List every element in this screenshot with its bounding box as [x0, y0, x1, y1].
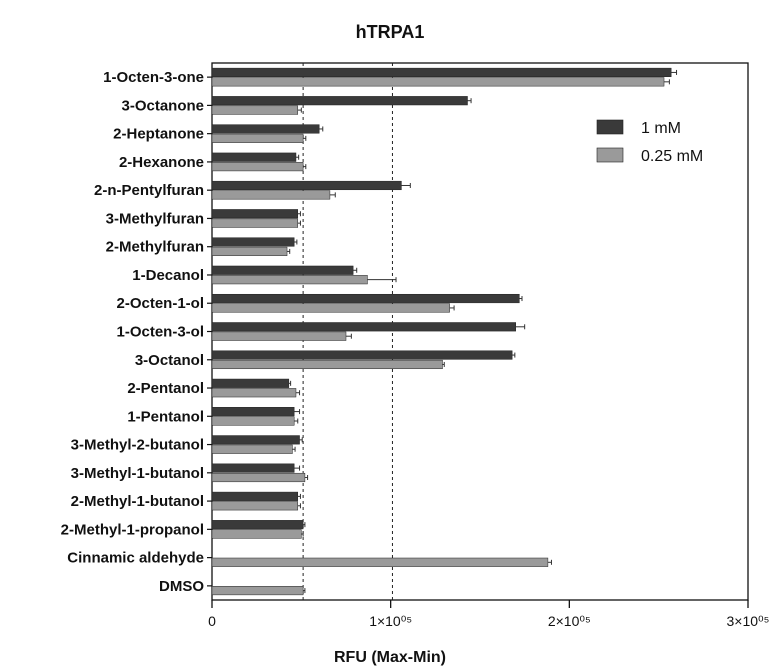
bar-1mm [211, 124, 320, 134]
bar-1mm [211, 407, 295, 417]
category-label: 3-Octanol [135, 352, 204, 369]
category-label: 2-Heptanone [113, 126, 204, 143]
bar-025mm [211, 246, 288, 256]
category-label: 1-Octen-3-ol [116, 324, 204, 341]
category-label: 2-n-Pentylfuran [94, 182, 204, 199]
bar-025mm [211, 133, 304, 143]
bar-1mm [211, 463, 295, 473]
bar-1mm [211, 435, 300, 445]
x-tick-label: 1×10⁰⁵ [369, 613, 412, 629]
bar-025mm [211, 77, 665, 87]
chart-title: hTRPA1 [356, 22, 425, 42]
bar-025mm [211, 586, 304, 596]
x-tick-label: 3×10⁰⁵ [727, 613, 770, 629]
bar-025mm [211, 331, 347, 341]
bar-1mm [211, 265, 354, 275]
bar-025mm [211, 529, 302, 539]
category-label: Cinnamic aldehyde [67, 550, 204, 567]
bar-025mm [211, 218, 299, 228]
bar-1mm [211, 520, 304, 530]
bar-025mm [211, 162, 304, 172]
legend-label: 1 mM [641, 120, 681, 137]
legend-swatch [596, 147, 624, 163]
legend-label: 0.25 mM [641, 148, 703, 165]
bar-1mm [211, 67, 672, 77]
category-label: 2-Methyl-1-propanol [61, 521, 204, 538]
bar-1mm [211, 209, 299, 219]
bar-025mm [211, 190, 331, 200]
bar-025mm [211, 275, 368, 285]
bar-025mm [211, 501, 299, 511]
bar-025mm [211, 416, 295, 426]
bar-1mm [211, 152, 297, 162]
bar-025mm [211, 557, 549, 567]
bar-1mm [211, 96, 468, 106]
legend: 1 mM 0.25 mM [596, 119, 703, 165]
category-label: 2-Hexanone [119, 154, 204, 171]
category-label: DMSO [159, 578, 204, 595]
x-axis-label: RFU (Max-Min) [334, 649, 446, 666]
category-label: 1-Octen-3-one [103, 69, 204, 86]
category-label: 2-Octen-1-ol [116, 295, 204, 312]
bar-025mm [211, 444, 293, 454]
bar-1mm [211, 237, 295, 247]
category-label: 1-Pentanol [127, 408, 204, 425]
bar-1mm [211, 180, 402, 191]
x-tick-label: 0 [208, 613, 216, 629]
category-label: 2-Pentanol [127, 380, 204, 397]
category-label: 3-Octanone [121, 97, 204, 114]
bar-1mm [211, 491, 299, 501]
bar-1mm [211, 378, 290, 388]
bar-1mm [211, 322, 516, 332]
category-label: 3-Methylfuran [106, 210, 204, 227]
bar-025mm [211, 105, 299, 115]
plot-area: 0 1×10⁰⁵ 2×10⁰⁵ 3×10⁰⁵ 1-Octen-3-one 3-Octano… [61, 62, 770, 629]
category-label: 2-Methyl-1-butanol [71, 493, 204, 510]
category-label: 1-Decanol [132, 267, 204, 284]
bar-025mm [211, 359, 443, 370]
bar-1mm [211, 293, 520, 304]
bar-025mm [211, 472, 306, 483]
x-tick-label: 2×10⁰⁵ [548, 613, 591, 629]
plot-frame [211, 62, 749, 601]
category-label: 3-Methyl-2-butanol [71, 437, 204, 454]
category-label: 3-Methyl-1-butanol [71, 465, 204, 482]
bar-1mm [211, 350, 513, 360]
category-label: 2-Methylfuran [106, 239, 204, 256]
bar-025mm [211, 303, 450, 313]
legend-swatch [596, 119, 624, 135]
bar-025mm [211, 388, 297, 398]
